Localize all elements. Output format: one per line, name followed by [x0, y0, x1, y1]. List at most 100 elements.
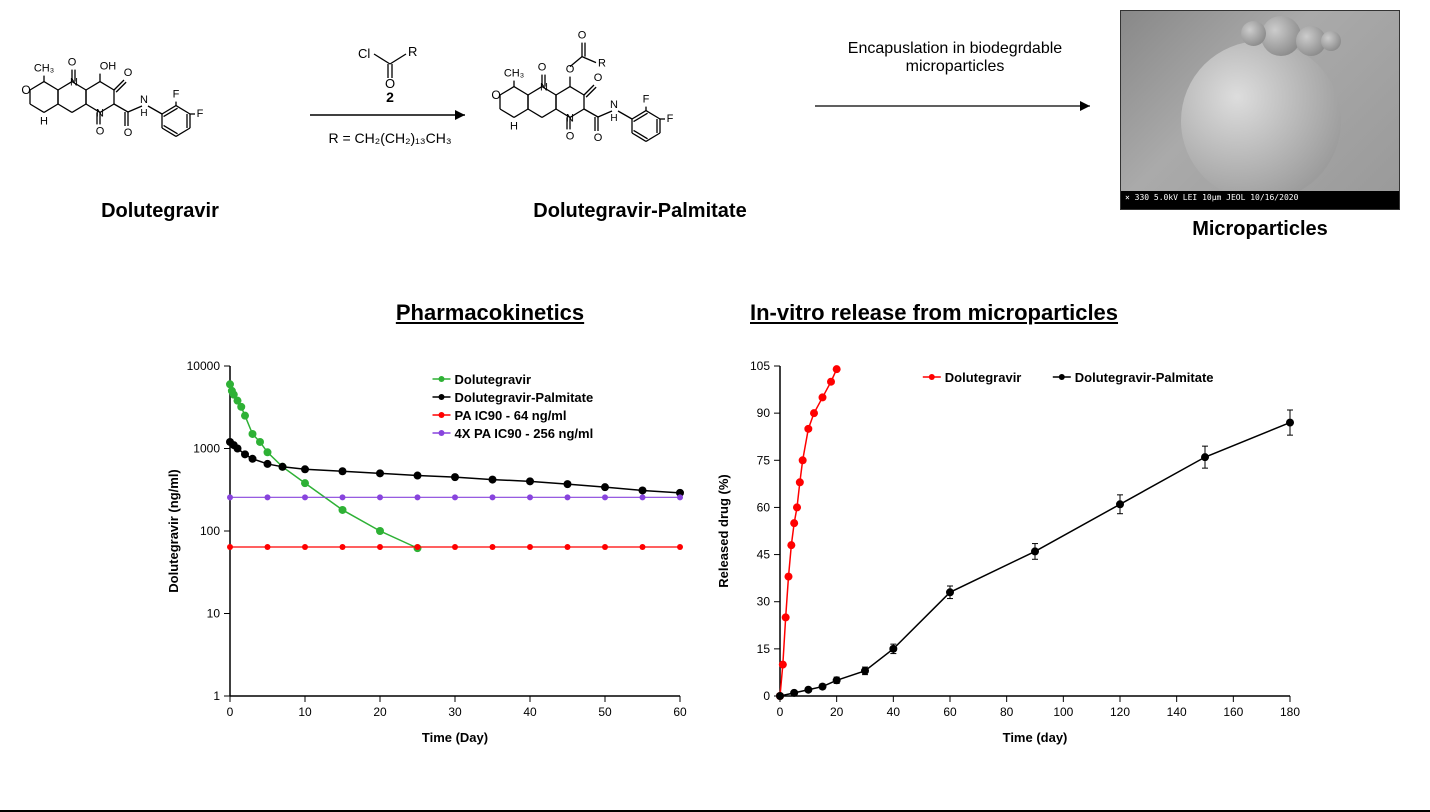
release-chart-title: In-vitro release from microparticles	[750, 300, 1310, 326]
pk-chart-container: Pharmacokinetics 01020304050601101001000…	[160, 300, 700, 761]
charts-row: Pharmacokinetics 01020304050601101001000…	[0, 300, 1430, 800]
svg-text:4X PA IC90 - 256 ng/ml: 4X PA IC90 - 256 ng/ml	[455, 426, 594, 441]
svg-text:Dolutegravir: Dolutegravir	[945, 370, 1022, 385]
pk-chart-title: Pharmacokinetics	[280, 300, 700, 326]
svg-text:60: 60	[943, 705, 957, 719]
svg-text:Dolutegravir: Dolutegravir	[455, 372, 532, 387]
svg-text:O: O	[124, 127, 133, 139]
svg-text:CH₃: CH₃	[34, 63, 54, 75]
svg-text:0: 0	[777, 705, 784, 719]
svg-text:20: 20	[830, 705, 844, 719]
svg-text:0: 0	[227, 705, 234, 719]
sem-large-sphere	[1181, 41, 1341, 201]
svg-text:N: N	[610, 99, 618, 111]
svg-text:O: O	[594, 72, 603, 84]
svg-text:30: 30	[757, 595, 771, 609]
svg-text:40: 40	[523, 705, 537, 719]
release-chart: 0 20 40 60 80 100 120 140 160 180 0 15 30 45 60 75 90 105…	[710, 326, 1310, 756]
svg-text:60: 60	[673, 705, 687, 719]
svg-text:10000: 10000	[187, 359, 221, 373]
svg-text:O: O	[566, 64, 575, 76]
svg-text:20: 20	[373, 705, 387, 719]
pk-chart: 0102030405060110100100010000Time (Day)Do…	[160, 326, 700, 756]
svg-text:H: H	[40, 115, 48, 127]
reaction-scheme: OHCH₃NNOOOHOONHFF Dolutegravir ClRO 2 R …	[0, 10, 1430, 290]
svg-text:O: O	[538, 62, 547, 74]
svg-text:N: N	[540, 82, 548, 94]
dolutegravir-palmitate-structure: OHCH₃NNOOOOROONHFF	[480, 15, 800, 190]
microparticle-label: Microparticles	[1120, 218, 1400, 241]
svg-text:O: O	[594, 132, 603, 144]
microparticle-panel: × 330 5.0kV LEI 10µm JEOL 10/16/2020 Mic…	[1120, 10, 1400, 241]
svg-text:80: 80	[1000, 705, 1014, 719]
reagent-structure: Cl R O 2	[305, 40, 475, 105]
arrow2-label-2: microparticles	[810, 58, 1100, 76]
svg-text:N: N	[70, 77, 78, 89]
compound2-label: Dolutegravir-Palmitate	[480, 200, 800, 223]
compound1-label: Dolutegravir	[10, 200, 310, 223]
svg-text:50: 50	[598, 705, 612, 719]
arrow1-line	[305, 105, 475, 125]
svg-text:O: O	[385, 76, 395, 90]
arrow2-label-1: Encapuslation in biodegrdable	[810, 40, 1100, 58]
svg-text:O: O	[124, 67, 133, 79]
svg-text:O: O	[566, 130, 575, 142]
svg-text:O: O	[96, 125, 105, 137]
svg-text:105: 105	[750, 359, 770, 373]
svg-text:45: 45	[757, 548, 771, 562]
svg-text:Time (Day): Time (Day)	[422, 730, 488, 745]
r-definition: R = CH₂(CH₂)₁₃CH₃	[305, 130, 475, 146]
svg-text:120: 120	[1110, 705, 1130, 719]
sem-small-sphere-3	[1241, 21, 1266, 46]
svg-text:N: N	[140, 94, 148, 106]
reagent-number: 2	[305, 90, 475, 105]
svg-text:O: O	[578, 30, 587, 42]
svg-text:100: 100	[200, 524, 220, 538]
svg-text:H: H	[510, 120, 518, 132]
svg-text:H: H	[610, 113, 617, 124]
dolutegravir-structure: OHCH₃NNOOOHOONHFF	[10, 30, 310, 190]
sem-small-sphere-4	[1321, 31, 1341, 51]
svg-text:F: F	[667, 113, 674, 125]
svg-text:Dolutegravir-Palmitate: Dolutegravir-Palmitate	[1075, 370, 1214, 385]
reaction-arrow-1: Cl R O 2 R = CH₂(CH₂)₁₃CH₃	[305, 40, 475, 146]
svg-text:OH: OH	[100, 61, 117, 73]
svg-text:90: 90	[757, 406, 771, 420]
svg-text:Cl: Cl	[358, 46, 370, 61]
svg-text:30: 30	[448, 705, 462, 719]
sem-small-sphere-1	[1261, 16, 1301, 56]
svg-text:160: 160	[1223, 705, 1243, 719]
compound-dolutegravir-palmitate: OHCH₃NNOOOOROONHFF Dolutegravir-Palmitat…	[480, 15, 800, 223]
sem-image: × 330 5.0kV LEI 10µm JEOL 10/16/2020	[1120, 10, 1400, 210]
svg-text:10: 10	[207, 607, 221, 621]
svg-text:1000: 1000	[193, 442, 220, 456]
svg-text:PA IC90 - 64 ng/ml: PA IC90 - 64 ng/ml	[455, 408, 567, 423]
svg-text:O: O	[491, 88, 500, 102]
svg-text:1: 1	[213, 689, 220, 703]
arrow2-line	[810, 96, 1100, 116]
svg-text:100: 100	[1053, 705, 1073, 719]
svg-text:O: O	[21, 83, 30, 97]
svg-text:75: 75	[757, 453, 771, 467]
svg-text:F: F	[197, 108, 204, 120]
svg-text:Released drug (%): Released drug (%)	[716, 474, 731, 587]
svg-text:60: 60	[757, 500, 771, 514]
svg-text:140: 140	[1167, 705, 1187, 719]
svg-text:H: H	[140, 108, 147, 119]
svg-text:Dolutegravir-Palmitate: Dolutegravir-Palmitate	[455, 390, 594, 405]
sem-scalebar: × 330 5.0kV LEI 10µm JEOL 10/16/2020	[1121, 191, 1399, 209]
compound-dolutegravir: OHCH₃NNOOOHOONHFF Dolutegravir	[10, 30, 310, 223]
svg-text:40: 40	[887, 705, 901, 719]
svg-text:0: 0	[763, 689, 770, 703]
reaction-arrow-2: Encapuslation in biodegrdable microparti…	[810, 40, 1100, 121]
svg-text:Dolutegravir (ng/ml): Dolutegravir (ng/ml)	[166, 469, 181, 593]
svg-text:15: 15	[757, 642, 771, 656]
svg-text:F: F	[173, 89, 180, 101]
svg-text:CH₃: CH₃	[504, 68, 524, 80]
svg-text:180: 180	[1280, 705, 1300, 719]
svg-text:R: R	[598, 58, 606, 70]
svg-text:F: F	[643, 94, 650, 106]
svg-text:R: R	[408, 44, 417, 59]
release-chart-container: In-vitro release from microparticles 0 20…	[710, 300, 1310, 761]
svg-text:O: O	[68, 57, 77, 69]
